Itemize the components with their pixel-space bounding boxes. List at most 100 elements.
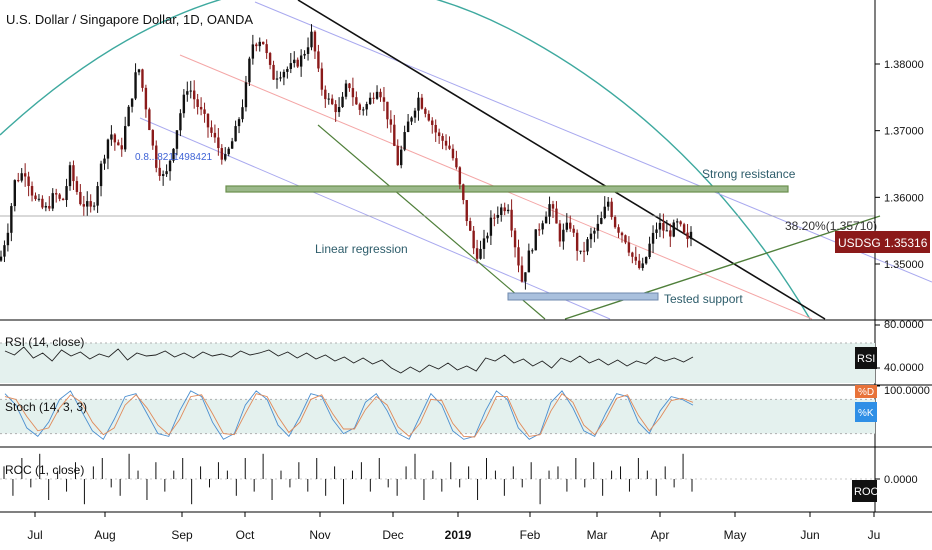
candle-body	[600, 217, 603, 224]
candle-body	[237, 119, 241, 127]
candle-body	[368, 97, 372, 105]
price-pane[interactable]	[0, 0, 875, 319]
candle-body	[358, 104, 361, 110]
candle-body	[72, 165, 75, 182]
chart-title: U.S. Dollar / Singapore Dollar, 1D, OAND…	[6, 12, 253, 27]
rsi-tick-label: 80.0000	[884, 319, 924, 331]
candle-body	[486, 235, 489, 239]
candle-body	[375, 91, 379, 99]
candle-body	[624, 235, 627, 243]
rsi-tick-label: 40.0000	[884, 362, 924, 374]
candle-body	[431, 120, 434, 125]
stoch-pane[interactable]: Stoch (14, 3, 3) 100.0000 %D %K	[0, 385, 930, 440]
candle-body	[134, 72, 137, 99]
candle-body	[296, 59, 299, 67]
candle-body	[61, 198, 65, 201]
candle-body	[410, 117, 413, 122]
time-tick-label: Jul	[27, 528, 42, 542]
candle-body	[220, 148, 223, 160]
candle-body	[362, 109, 365, 111]
candle-body	[562, 229, 565, 242]
candle-body	[558, 223, 562, 242]
rsi-pane[interactable]: RSI (14, close) 80.0000 40.0000 RSI	[0, 319, 924, 383]
candle-body	[10, 206, 13, 233]
candle-body	[51, 193, 54, 209]
roc-pane[interactable]: ROC (1, close) 0.0000 ROC	[0, 453, 918, 505]
price-axis[interactable]: 1.38000 1.37000 1.36000 1.35000	[875, 59, 924, 271]
candle-body	[99, 163, 103, 187]
symbol-label: USDSGD	[838, 236, 890, 250]
rsi-badge-label: RSI	[857, 353, 875, 365]
candle-body	[275, 78, 279, 80]
candle-body	[168, 160, 172, 172]
price-tick-label: 1.36000	[884, 192, 924, 204]
candle-body	[172, 148, 175, 161]
candle-body	[189, 90, 192, 92]
stoch-title: Stoch (14, 3, 3)	[5, 400, 87, 414]
time-tick-label: Feb	[520, 528, 541, 542]
arc-curve	[0, 0, 811, 320]
stoch-tick-label: 100.0000	[884, 385, 930, 397]
candle-body	[30, 186, 34, 196]
candle-body	[262, 41, 265, 45]
candle-body	[679, 221, 682, 225]
candle-body	[420, 97, 424, 109]
candle-body	[472, 230, 475, 249]
candle-body	[213, 132, 217, 138]
rising-support-line	[564, 215, 881, 320]
price-badge	[880, 231, 930, 253]
candle-body	[317, 51, 320, 69]
candle-body	[37, 198, 41, 200]
candle-body	[337, 107, 341, 113]
candle-body	[41, 198, 44, 208]
candle-body	[569, 222, 572, 229]
candle-body	[579, 250, 582, 252]
candle-body	[117, 142, 120, 146]
candle-body	[689, 231, 693, 239]
candle-body	[589, 233, 593, 240]
candle-body	[217, 137, 220, 149]
time-axis[interactable]: Jul Aug Sep Oct Nov Dec 2019 Feb Mar Apr May Jun Ju	[27, 512, 880, 542]
candle-body	[455, 158, 458, 168]
price-tick-label: 1.35000	[884, 259, 924, 271]
candle-body	[572, 228, 575, 233]
candle-body	[313, 31, 317, 52]
candle-body	[179, 113, 182, 131]
strong-resistance-label: Strong resistance	[702, 167, 796, 181]
candle-body	[299, 55, 303, 67]
candle-body	[27, 176, 30, 187]
time-tick-label: 2019	[445, 528, 472, 542]
candle-body	[400, 149, 403, 166]
candle-body	[92, 205, 96, 207]
roc-badge	[852, 480, 877, 502]
falling-channel-line	[317, 124, 546, 320]
candle-body	[538, 229, 541, 231]
candle-body	[175, 130, 179, 149]
candle-body	[320, 68, 324, 90]
candle-body	[365, 104, 368, 110]
candle-body	[406, 121, 410, 133]
candle-body	[151, 130, 154, 146]
candle-body	[86, 201, 89, 207]
candle-body	[634, 256, 637, 261]
time-tick-label: Jun	[800, 528, 819, 542]
time-tick-label: Dec	[382, 528, 403, 542]
candle-body	[224, 154, 227, 160]
candle-body	[448, 145, 451, 149]
candle-body	[158, 167, 161, 176]
candle-body	[344, 83, 348, 97]
rsi-title: RSI (14, close)	[5, 335, 84, 349]
candle-body	[386, 101, 389, 120]
candle-body	[627, 242, 631, 253]
candle-body	[500, 207, 503, 215]
candle-body	[682, 224, 686, 233]
candle-body	[282, 71, 286, 78]
candle-body	[489, 217, 493, 236]
candle-body	[120, 145, 123, 150]
candle-body	[613, 217, 617, 228]
stoch-d-badge-label: %D	[858, 387, 874, 398]
rsi-line	[4, 346, 694, 374]
time-tick-label: Mar	[587, 528, 608, 542]
candle-body	[48, 205, 51, 209]
